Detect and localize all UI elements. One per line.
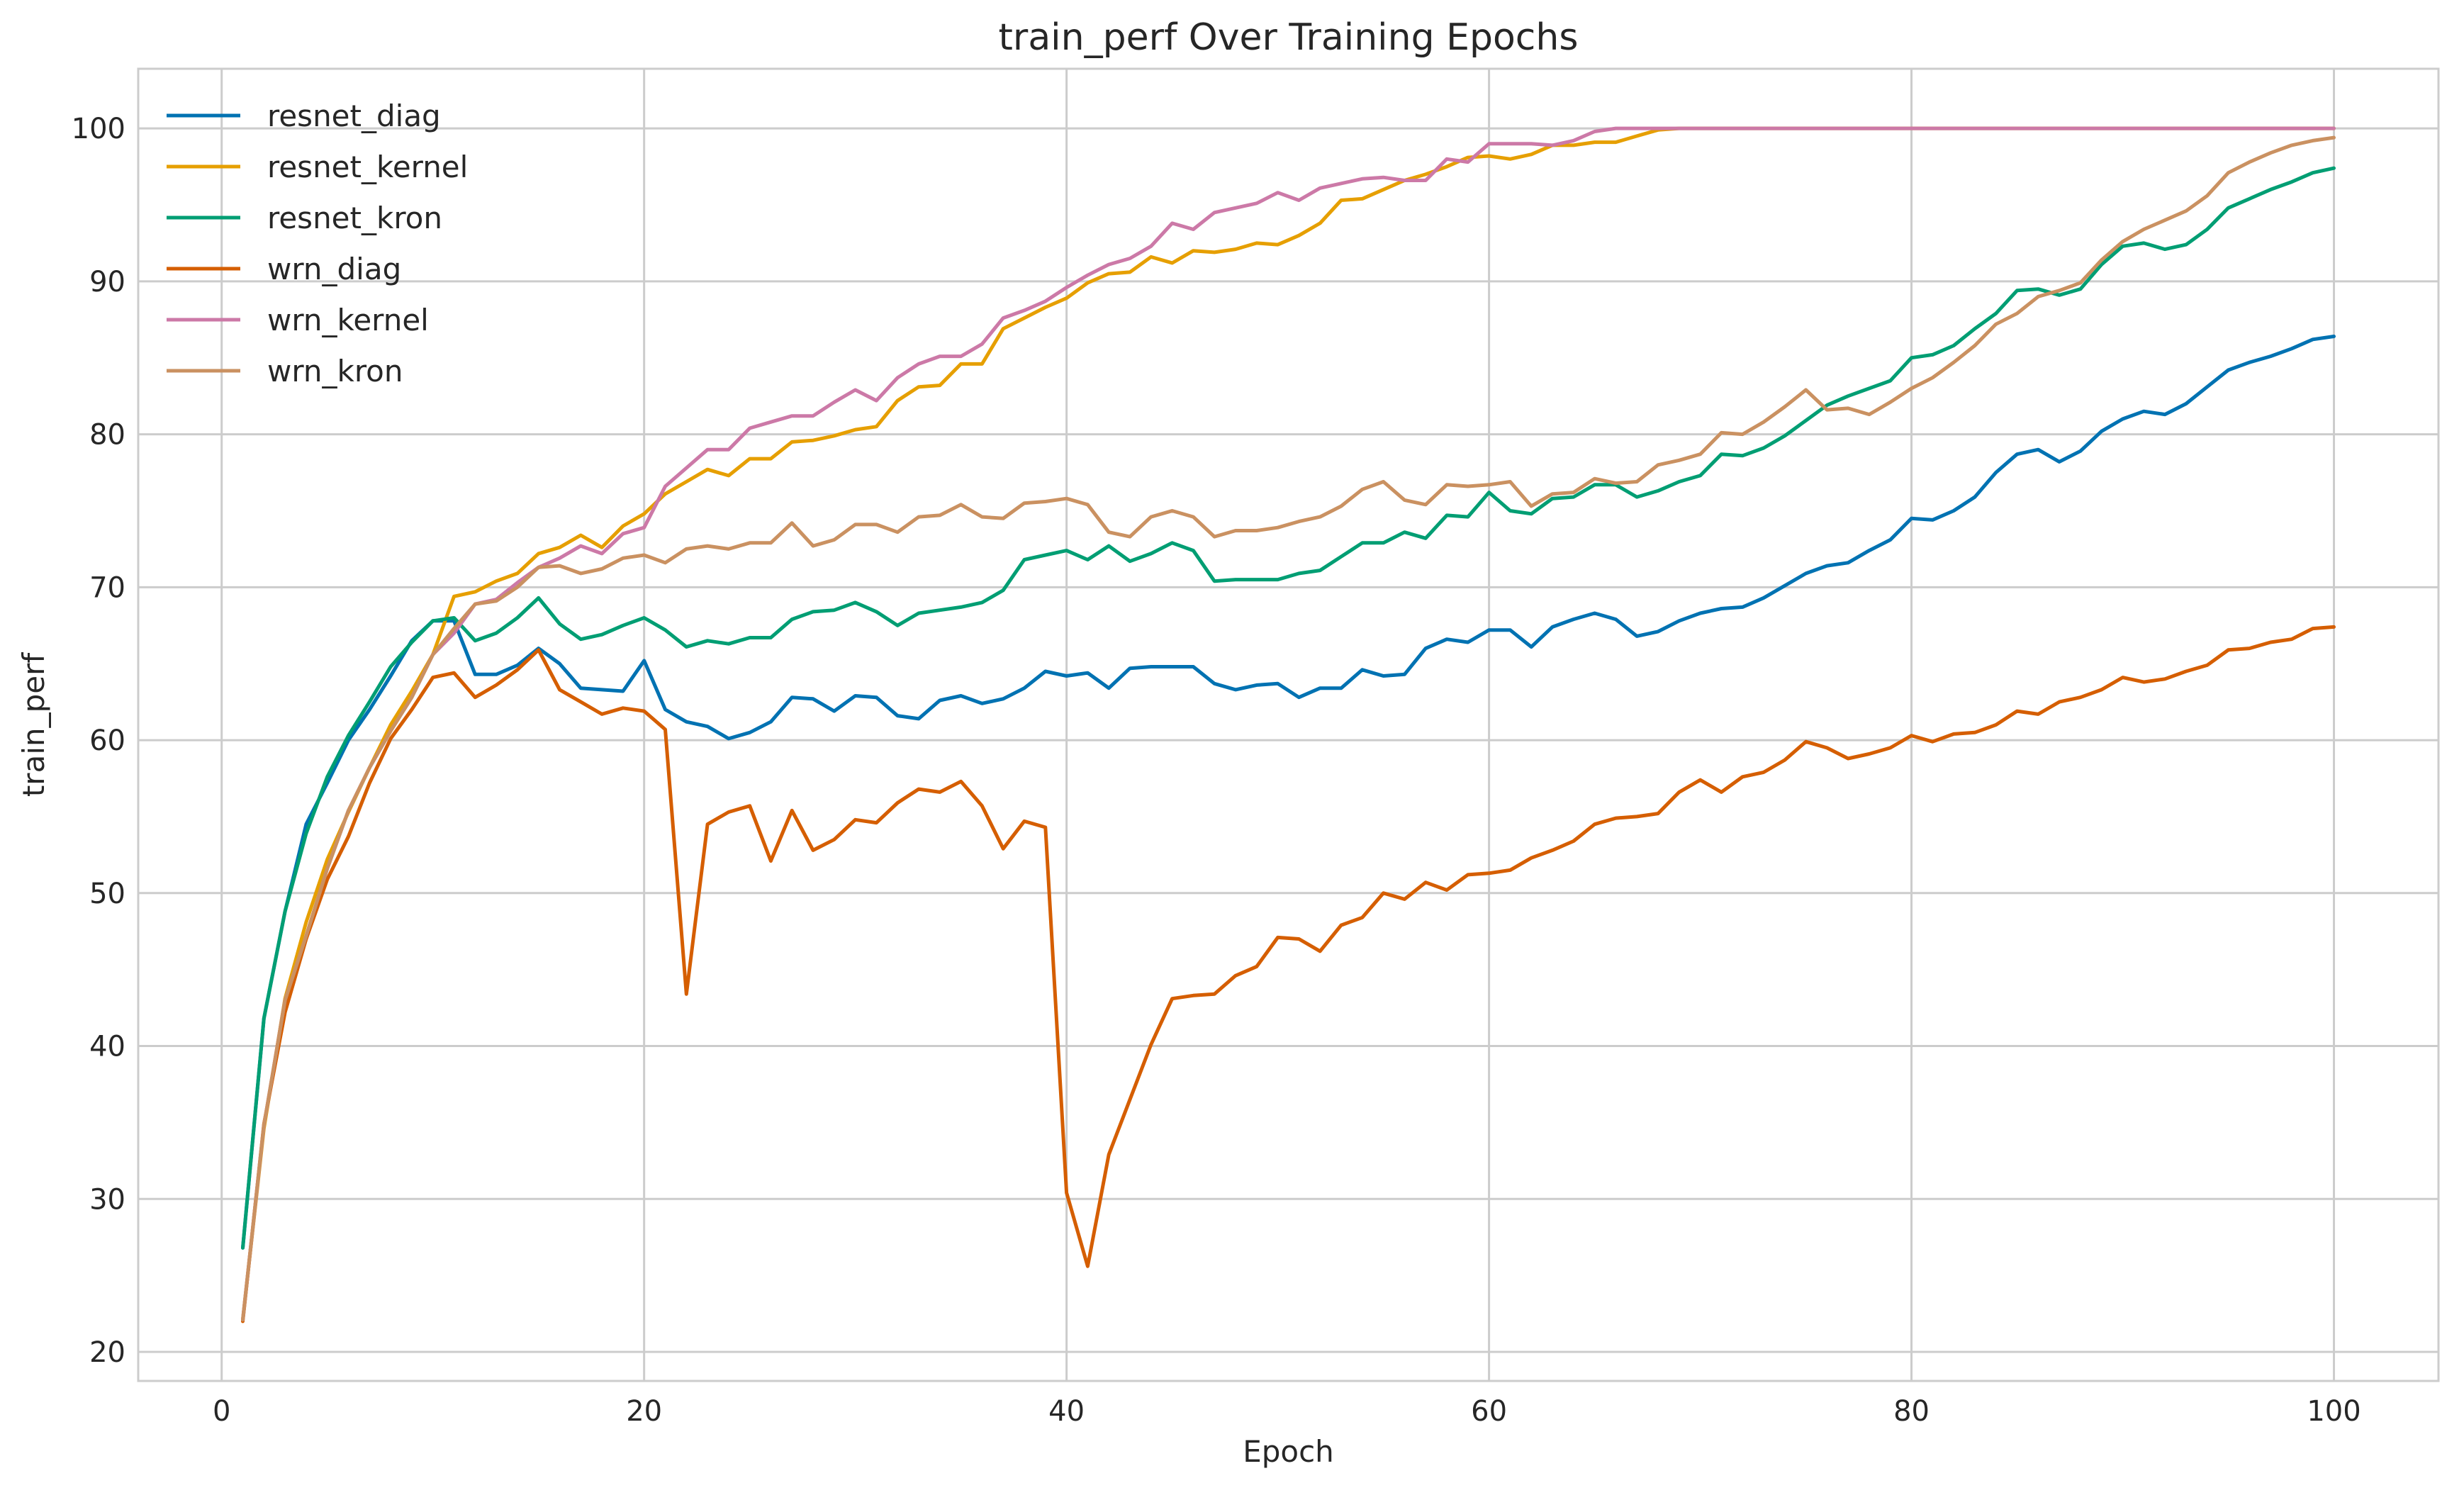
legend-item: resnet_kernel (167, 150, 468, 184)
legend-label: wrn_kron (267, 354, 403, 388)
y-tick-label: 60 (89, 725, 125, 757)
y-axis-label: train_perf (16, 652, 51, 798)
legend-label: resnet_kernel (267, 150, 468, 184)
series-line-resnet-kron (241, 166, 2336, 1250)
y-tick-label: 20 (89, 1336, 125, 1369)
plot-frame (137, 67, 2440, 1382)
y-tick-label: 50 (89, 878, 125, 910)
y-tick-label: 80 (89, 419, 125, 452)
series-group (241, 126, 2336, 1324)
legend-item: wrn_diag (167, 252, 401, 286)
legend-label: resnet_kron (267, 201, 442, 235)
y-tick-label: 40 (89, 1031, 125, 1063)
legend-item: resnet_kron (167, 201, 442, 235)
y-tick-label: 30 (89, 1183, 125, 1216)
legend-label: wrn_kernel (267, 303, 429, 337)
x-tick-label: 0 (213, 1395, 230, 1428)
series-line-wrn-kernel (241, 126, 2336, 1322)
x-tick-label: 60 (1471, 1395, 1507, 1428)
chart-title: train_perf Over Training Epochs (999, 16, 1579, 59)
y-tick-label: 90 (89, 266, 125, 298)
tick-labels: 0 20 40 60 80 100 20 30 40 50 60 70 80 90 100 (72, 113, 2361, 1428)
legend: resnet_diag resnet_kernel resnet_kron wrn_d… (167, 99, 468, 388)
series-line-wrn-diag (241, 625, 2336, 1324)
series-line-wrn-kron (241, 135, 2336, 1322)
series-line-resnet-diag (241, 335, 2336, 1250)
legend-item: wrn_kron (167, 354, 403, 388)
y-tick-label: 100 (72, 113, 125, 145)
x-axis-label: Epoch (1243, 1434, 1334, 1469)
x-tick-label: 100 (2307, 1395, 2361, 1428)
x-tick-label: 20 (626, 1395, 662, 1428)
y-tick-label: 70 (89, 571, 125, 604)
legend-item: resnet_diag (167, 99, 441, 133)
legend-label: wrn_diag (267, 252, 401, 286)
x-tick-label: 80 (1893, 1395, 1930, 1428)
x-tick-label: 40 (1048, 1395, 1085, 1428)
legend-label: resnet_diag (267, 99, 441, 133)
legend-item: wrn_kernel (167, 303, 429, 337)
